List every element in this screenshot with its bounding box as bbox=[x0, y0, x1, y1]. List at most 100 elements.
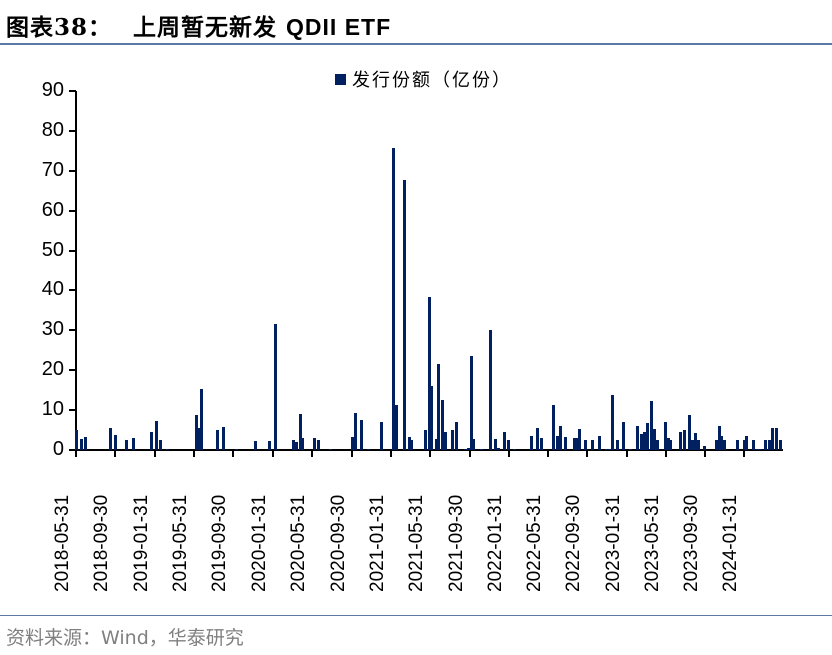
data-bar bbox=[313, 438, 316, 450]
data-bar bbox=[752, 440, 755, 450]
title-text: 上周暂无新发 bbox=[133, 14, 278, 41]
chart-legend: 发行份额（亿份） bbox=[335, 66, 512, 92]
x-tick-label: 2020-05-31 bbox=[288, 462, 312, 592]
data-bar bbox=[667, 438, 670, 450]
data-bar bbox=[444, 432, 447, 450]
data-bar bbox=[697, 440, 700, 450]
x-tick-label: 2023-09-30 bbox=[681, 462, 705, 592]
x-tick-label-text: 2019-05-31 bbox=[170, 494, 191, 592]
data-bar bbox=[200, 388, 203, 450]
title-divider bbox=[0, 43, 832, 45]
y-tick bbox=[69, 449, 76, 451]
x-tick-label-text: 2022-01-31 bbox=[485, 494, 506, 592]
data-bar bbox=[764, 440, 767, 450]
y-tick-label: 90 bbox=[41, 79, 64, 101]
data-bar bbox=[664, 422, 667, 450]
data-bar bbox=[274, 323, 277, 450]
x-tick bbox=[469, 450, 471, 457]
data-bar bbox=[159, 440, 162, 450]
data-bar bbox=[578, 429, 581, 450]
data-bar bbox=[591, 440, 594, 450]
x-tick-label-text: 2020-01-31 bbox=[249, 494, 270, 592]
x-tick-label: 2020-01-31 bbox=[249, 462, 273, 592]
data-bar bbox=[608, 448, 611, 450]
data-bar bbox=[494, 438, 497, 450]
y-tick-label: 20 bbox=[41, 358, 64, 381]
data-bar bbox=[435, 438, 438, 450]
data-bar bbox=[629, 448, 632, 450]
x-tick bbox=[351, 450, 353, 457]
y-tick bbox=[69, 90, 76, 92]
x-tick-label: 2021-09-30 bbox=[446, 462, 470, 592]
data-bar bbox=[455, 422, 458, 450]
data-bar bbox=[155, 421, 158, 450]
data-bar bbox=[166, 448, 169, 450]
data-bar bbox=[611, 395, 614, 450]
source-note: 资料来源：Wind，华泰研究 bbox=[6, 627, 244, 649]
data-bar bbox=[235, 448, 238, 450]
data-bar bbox=[472, 438, 475, 450]
data-bar bbox=[216, 430, 219, 450]
data-bar bbox=[616, 440, 619, 450]
data-bar bbox=[292, 440, 295, 450]
x-tick bbox=[154, 450, 156, 457]
data-bar bbox=[564, 436, 567, 450]
x-tick-label: 2019-01-31 bbox=[131, 462, 155, 592]
x-tick-label-text: 2020-09-30 bbox=[328, 494, 349, 592]
data-bar bbox=[470, 355, 473, 450]
x-tick-label: 2020-09-30 bbox=[328, 462, 352, 592]
y-tick-label: 0 bbox=[52, 438, 64, 460]
y-tick bbox=[69, 329, 76, 332]
x-tick-label-text: 2023-05-31 bbox=[642, 494, 663, 592]
x-tick bbox=[390, 450, 392, 457]
x-tick bbox=[508, 450, 510, 457]
x-tick bbox=[232, 450, 234, 457]
data-bar bbox=[480, 448, 483, 450]
data-bar bbox=[451, 430, 454, 450]
data-bar bbox=[688, 414, 691, 450]
data-bar bbox=[198, 428, 201, 450]
y-tick bbox=[69, 249, 76, 252]
x-tick-label: 2019-05-31 bbox=[170, 462, 194, 592]
data-bar bbox=[679, 432, 682, 450]
data-bar bbox=[552, 404, 555, 450]
data-bar bbox=[437, 363, 440, 450]
data-bar bbox=[636, 426, 639, 450]
x-tick-label: 2023-01-31 bbox=[603, 462, 627, 592]
data-bar bbox=[768, 440, 771, 450]
data-bar bbox=[536, 427, 539, 450]
y-tick-label: 60 bbox=[41, 198, 64, 221]
data-bar bbox=[301, 438, 304, 450]
data-bar bbox=[392, 148, 395, 450]
data-bar bbox=[656, 440, 659, 450]
data-bar bbox=[380, 422, 383, 450]
chart-title: 图表38： 上周暂无新发 QDII ETF bbox=[6, 8, 391, 42]
data-bar bbox=[299, 414, 302, 450]
data-bar bbox=[576, 438, 579, 450]
data-bar bbox=[395, 405, 398, 450]
x-tick bbox=[193, 450, 195, 457]
data-bar bbox=[75, 430, 78, 450]
data-bar bbox=[109, 428, 112, 450]
data-bar bbox=[497, 448, 500, 450]
data-bar bbox=[723, 440, 726, 450]
x-tick-label: 2022-05-31 bbox=[524, 462, 548, 592]
x-tick bbox=[547, 450, 549, 457]
y-tick-label: 80 bbox=[41, 118, 64, 141]
data-bar bbox=[573, 438, 576, 450]
x-tick-label: 2021-01-31 bbox=[367, 462, 391, 592]
x-tick-label: 2022-01-31 bbox=[485, 462, 509, 592]
data-bar bbox=[467, 448, 470, 450]
x-tick-label-text: 2022-09-30 bbox=[563, 494, 584, 592]
data-bar bbox=[703, 445, 706, 450]
x-tick-label-text: 2024-01-31 bbox=[720, 494, 741, 592]
data-bar bbox=[254, 441, 257, 450]
data-bar bbox=[720, 436, 723, 450]
data-bar bbox=[559, 426, 562, 450]
data-bar bbox=[598, 436, 601, 450]
data-bar bbox=[125, 440, 128, 450]
x-tick-label-text: 2018-09-30 bbox=[91, 494, 112, 592]
x-tick-label-text: 2018-05-31 bbox=[52, 494, 73, 592]
x-tick bbox=[429, 450, 431, 457]
data-bar bbox=[691, 440, 694, 450]
